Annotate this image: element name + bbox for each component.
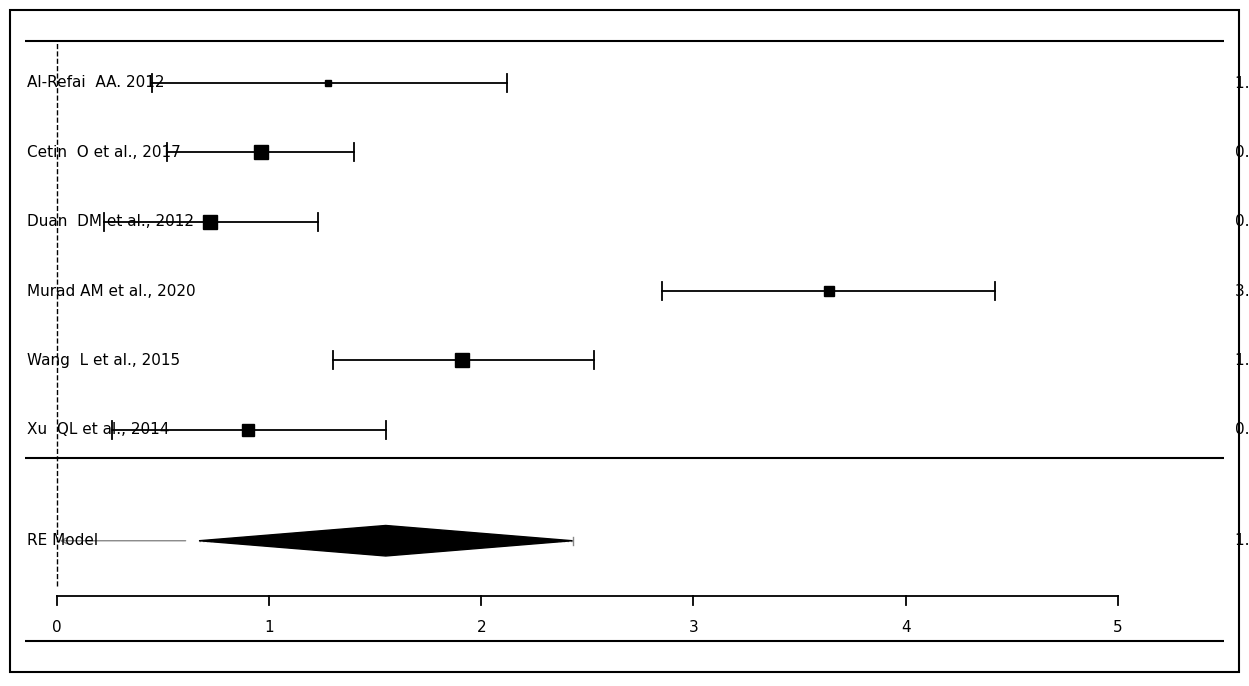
Text: Duan  DM et al., 2012: Duan DM et al., 2012 <box>27 214 194 229</box>
Text: Cetin  O et al., 2017: Cetin O et al., 2017 <box>27 145 181 160</box>
Text: 1.55 [0.67, 2.43]: 1.55 [0.67, 2.43] <box>1234 533 1249 548</box>
Text: 1.28 [0.45, 2.12]: 1.28 [0.45, 2.12] <box>1234 75 1249 91</box>
Text: RE Model: RE Model <box>27 533 99 548</box>
Text: 1: 1 <box>265 621 274 635</box>
Text: Xu  QL et al., 2014: Xu QL et al., 2014 <box>27 423 170 437</box>
Text: 3.64 [2.85, 4.42]: 3.64 [2.85, 4.42] <box>1234 283 1249 298</box>
Text: 2: 2 <box>476 621 486 635</box>
Text: Murad AM et al., 2020: Murad AM et al., 2020 <box>27 283 196 298</box>
Text: 1.91 [1.30, 2.53]: 1.91 [1.30, 2.53] <box>1234 353 1249 368</box>
Text: 0: 0 <box>52 621 61 635</box>
Text: 0.96 [0.52, 1.40]: 0.96 [0.52, 1.40] <box>1234 145 1249 160</box>
Text: Al-Refai  AA. 2012: Al-Refai AA. 2012 <box>27 75 165 91</box>
Text: Wang  L et al., 2015: Wang L et al., 2015 <box>27 353 180 368</box>
Text: 0.72 [0.22, 1.23]: 0.72 [0.22, 1.23] <box>1234 214 1249 229</box>
Text: 5: 5 <box>1113 621 1123 635</box>
Text: 3: 3 <box>688 621 698 635</box>
Text: 0.90 [0.26, 1.55]: 0.90 [0.26, 1.55] <box>1234 423 1249 437</box>
Polygon shape <box>199 525 572 556</box>
Text: 4: 4 <box>901 621 911 635</box>
